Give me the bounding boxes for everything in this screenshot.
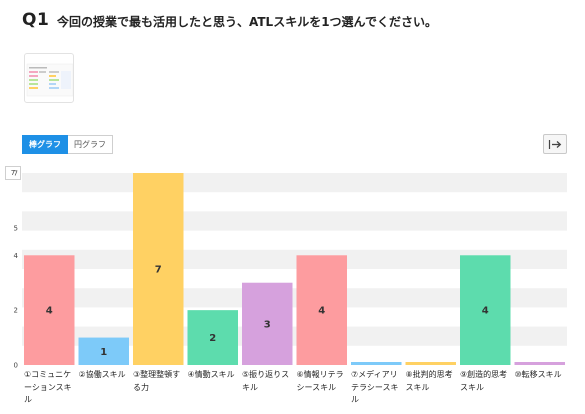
bar — [405, 362, 456, 365]
tab-pie-chart[interactable]: 円グラフ — [68, 135, 113, 154]
chart-thumbnail-icon — [26, 63, 73, 97]
bar-data-label: 4 — [318, 306, 325, 317]
x-tick-label: ⑨創造的思考スキル — [460, 370, 508, 392]
bar-data-label: 4 — [46, 306, 53, 317]
y-axis-max-input[interactable]: 7 — [5, 166, 21, 180]
bar-data-label: 4 — [482, 306, 489, 317]
chart-type-tabs: 棒グラフ 円グラフ — [22, 135, 113, 154]
bar-data-label: 2 — [209, 333, 216, 344]
bar — [187, 310, 238, 365]
question-text: 今回の授業で最も活用したと思う、ATLスキルを1つ選んでください。 — [57, 15, 437, 29]
y-tick-label: 7 — [14, 170, 18, 178]
bar — [78, 337, 129, 365]
bar — [133, 173, 184, 365]
bar — [351, 362, 402, 365]
grid-band — [22, 173, 567, 193]
x-tick-label: ⑩転移スキル — [514, 370, 562, 379]
bar-chart: 0 2 4 5 7 4 1 7 2 3 4 4 — [14, 170, 567, 370]
tab-bar-chart[interactable]: 棒グラフ — [22, 135, 68, 154]
export-button[interactable] — [543, 134, 567, 154]
x-tick-label: ⑦メディアリテラシースキル — [351, 370, 399, 404]
x-tick-label: ④情動スキル — [187, 370, 235, 379]
chart-thumbnail[interactable] — [24, 53, 74, 103]
bar — [460, 255, 511, 365]
x-tick-label: ②協働スキル — [78, 370, 126, 379]
x-tick-label: ③整理整頓する力 — [133, 370, 181, 392]
grid-band — [22, 211, 567, 231]
bar-data-label: 1 — [100, 347, 107, 358]
export-arrow-icon — [548, 139, 562, 149]
bar — [24, 255, 75, 365]
y-tick-label: 2 — [14, 307, 18, 315]
y-tick-label: 5 — [14, 224, 18, 232]
x-tick-label: ⑧批判的思考スキル — [405, 370, 453, 392]
x-tick-label: ⑤振り返りスキル — [242, 370, 290, 392]
y-tick-label: 4 — [14, 252, 19, 260]
bar — [514, 362, 565, 365]
x-tick-label: ①コミュニケーションスキル — [24, 370, 72, 404]
bar — [242, 282, 293, 365]
y-tick-label: 0 — [14, 362, 18, 370]
bar-data-label: 7 — [155, 265, 162, 276]
x-tick-label: ⑥情報リテラシースキル — [296, 370, 344, 392]
bar-data-label: 3 — [264, 319, 271, 330]
question-number: Q1 — [22, 10, 50, 30]
bar — [296, 255, 347, 365]
